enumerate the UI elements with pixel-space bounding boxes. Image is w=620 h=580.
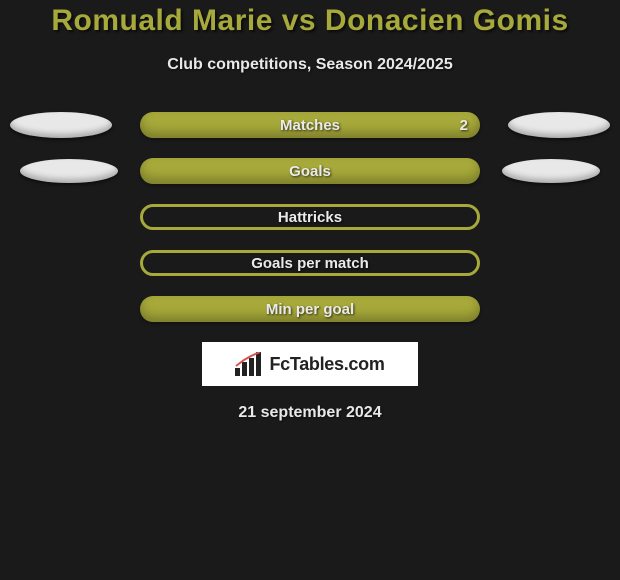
stat-label: Min per goal <box>266 301 354 318</box>
bar-chart-icon <box>235 352 265 376</box>
stat-label: Hattricks <box>278 209 342 226</box>
stat-row: Min per goal <box>0 296 620 322</box>
stat-value-right: 2 <box>460 117 468 134</box>
stat-label: Goals per match <box>251 255 369 272</box>
stat-row: Goals per match <box>0 250 620 276</box>
stat-rows: Matches 2 Goals Hattricks Goals per matc… <box>0 112 620 322</box>
stat-label: Goals <box>289 163 331 180</box>
stat-pill-goals: Goals <box>140 158 480 184</box>
stat-pill-goals-per-match: Goals per match <box>140 250 480 276</box>
page-title: Romuald Marie vs Donacien Gomis <box>51 4 568 38</box>
player-left-bubble <box>10 112 112 138</box>
player-right-bubble <box>508 112 610 138</box>
stat-row: Matches 2 <box>0 112 620 138</box>
stat-pill-hattricks: Hattricks <box>140 204 480 230</box>
source-logo: FcTables.com <box>202 342 418 386</box>
player-right-bubble <box>502 159 600 183</box>
player-left-bubble <box>20 159 118 183</box>
date-label: 21 september 2024 <box>238 404 381 422</box>
subtitle: Club competitions, Season 2024/2025 <box>167 56 452 74</box>
stat-pill-matches: Matches 2 <box>140 112 480 138</box>
stat-row: Goals <box>0 158 620 184</box>
comparison-infographic: Romuald Marie vs Donacien Gomis Club com… <box>0 0 620 422</box>
logo-text: FcTables.com <box>269 354 384 375</box>
stat-label: Matches <box>280 117 340 134</box>
stat-row: Hattricks <box>0 204 620 230</box>
stat-pill-min-per-goal: Min per goal <box>140 296 480 322</box>
